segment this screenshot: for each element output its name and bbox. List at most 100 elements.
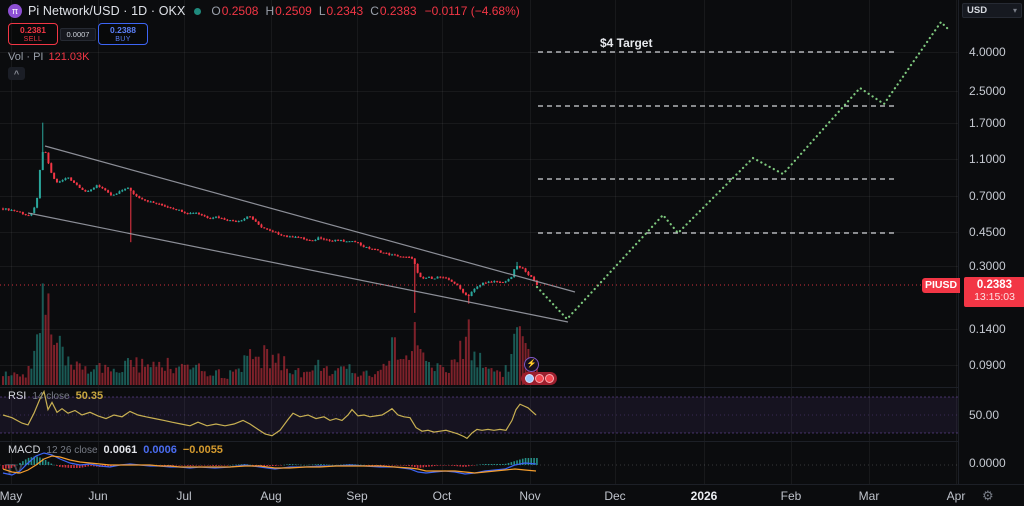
macd-histogram-bar bbox=[385, 465, 388, 466]
volume-bar bbox=[220, 377, 223, 385]
macd-histogram-bar bbox=[371, 465, 373, 466]
macd-histogram-bar bbox=[499, 464, 501, 465]
candle-body bbox=[473, 288, 476, 292]
candle-body bbox=[399, 256, 402, 258]
candle-body bbox=[300, 237, 303, 239]
candle-body bbox=[388, 253, 391, 255]
volume-bar bbox=[493, 371, 496, 385]
idea-marker-badge[interactable]: ⚡ bbox=[524, 357, 539, 372]
volume-bar bbox=[499, 371, 501, 385]
volume-bar bbox=[178, 366, 181, 385]
price-projection-path[interactable] bbox=[535, 20, 950, 321]
last-price: 0.2383 bbox=[976, 279, 1013, 291]
price-axis[interactable]: USD ▾ 0.2383 13:15:03 4.0000 2.5000 1.7000… bbox=[958, 0, 1024, 484]
candle-body bbox=[501, 281, 504, 283]
candle-body bbox=[402, 256, 405, 258]
candle-body bbox=[146, 200, 149, 202]
candle-body bbox=[75, 182, 78, 185]
tradingview-logo-icon[interactable]: TV bbox=[5, 461, 23, 478]
volume-bar bbox=[81, 369, 84, 385]
macd-histogram-bar bbox=[232, 464, 234, 466]
macd-histogram-bar bbox=[436, 465, 439, 466]
price-axis-label: 0.1400 bbox=[969, 322, 1006, 336]
volume-bar bbox=[396, 359, 399, 385]
symbol-title[interactable]: Pi Network/USD · 1D · OKX bbox=[28, 4, 186, 18]
close-label: C bbox=[370, 4, 379, 18]
price-axis-label: 0.4500 bbox=[969, 225, 1006, 239]
volume-bar bbox=[391, 337, 394, 385]
price-axis-label: 0.3000 bbox=[969, 259, 1006, 273]
volume-bar bbox=[481, 367, 484, 385]
rsi-title[interactable]: RSI bbox=[8, 390, 27, 402]
sell-button[interactable]: 0.2381 SELL bbox=[8, 23, 58, 45]
gear-icon[interactable]: ⚙ bbox=[982, 488, 994, 503]
collapse-panel-button[interactable]: ^ bbox=[8, 67, 25, 80]
macd-histogram-bar bbox=[64, 465, 67, 468]
currency-selector[interactable]: USD ▾ bbox=[962, 3, 1022, 18]
trendline[interactable] bbox=[27, 212, 569, 323]
volume-bar bbox=[328, 375, 331, 385]
volume-bar bbox=[351, 372, 354, 385]
candle-body bbox=[263, 227, 266, 229]
last-price-tag[interactable]: 0.2383 13:15:03 bbox=[964, 277, 1024, 307]
market-status-icon bbox=[194, 7, 202, 15]
macd-title[interactable]: MACD bbox=[8, 444, 41, 456]
candle-body bbox=[2, 208, 4, 210]
macd-histogram-bar bbox=[84, 465, 87, 467]
candle-body bbox=[422, 277, 425, 279]
macd-histogram-bar bbox=[306, 464, 308, 466]
macd-histogram-bar bbox=[249, 464, 251, 466]
volume-bar bbox=[416, 345, 419, 385]
macd-pane-header: MACD 12 26 close 0.0061 0.0006 −0.0055 bbox=[8, 444, 223, 456]
volume-bar bbox=[226, 378, 229, 385]
volume-bar bbox=[109, 371, 112, 385]
volume-bar bbox=[385, 365, 388, 385]
time-axis[interactable]: ⚙ May Jun Jul Aug Sep Oct Nov Dec 2026 Feb Mar Apr bbox=[0, 484, 1024, 506]
candle-body bbox=[33, 207, 36, 214]
macd-histogram-bar bbox=[56, 465, 58, 466]
macd-histogram-bar bbox=[30, 457, 33, 465]
candle-body bbox=[376, 249, 379, 251]
candle-body bbox=[141, 198, 144, 200]
volume-bar bbox=[13, 372, 16, 385]
candle-body bbox=[200, 214, 203, 216]
trendline[interactable] bbox=[44, 145, 576, 293]
macd-histogram-bar bbox=[27, 457, 30, 465]
time-axis-label: Nov bbox=[519, 489, 541, 503]
volume-bar bbox=[16, 374, 19, 385]
candle-body bbox=[249, 216, 252, 218]
macd-histogram-bar bbox=[286, 464, 288, 465]
candle-body bbox=[55, 178, 58, 183]
macd-histogram-bar bbox=[266, 465, 268, 466]
volume-bar bbox=[78, 363, 81, 385]
chart-canvas[interactable] bbox=[0, 0, 958, 484]
macd-histogram-bar bbox=[186, 465, 189, 466]
volume-bar bbox=[152, 361, 155, 385]
volume-bar bbox=[376, 371, 379, 385]
macd-histogram-bar bbox=[456, 465, 459, 467]
macd-histogram-bar bbox=[428, 465, 430, 467]
volume-bar bbox=[374, 374, 377, 385]
volume-bar bbox=[362, 371, 365, 385]
macd-histogram-bar bbox=[317, 464, 320, 465]
time-axis-label: Mar bbox=[858, 489, 880, 503]
macd-histogram-bar bbox=[110, 465, 112, 467]
buy-button[interactable]: 0.2388 BUY bbox=[98, 23, 148, 45]
candle-body bbox=[499, 281, 501, 283]
candle-body bbox=[53, 172, 56, 179]
volume-bar bbox=[476, 367, 479, 385]
macd-histogram-bar bbox=[274, 465, 277, 466]
volume-bar bbox=[73, 369, 75, 385]
candle-body bbox=[339, 240, 342, 242]
macd-signal-line bbox=[2, 455, 537, 474]
candle-body bbox=[518, 266, 521, 268]
volume-bar bbox=[479, 352, 482, 385]
volume-bar bbox=[203, 371, 206, 385]
macd-histogram-bar bbox=[289, 464, 291, 465]
macd-histogram-bar bbox=[459, 465, 462, 467]
reaction-pill[interactable] bbox=[521, 372, 557, 385]
price-target-annotation[interactable]: $4 Target bbox=[600, 36, 653, 50]
rsi-band bbox=[0, 397, 958, 433]
volume-indicator-label[interactable]: Vol · PI bbox=[8, 50, 44, 63]
macd-line bbox=[2, 452, 537, 476]
